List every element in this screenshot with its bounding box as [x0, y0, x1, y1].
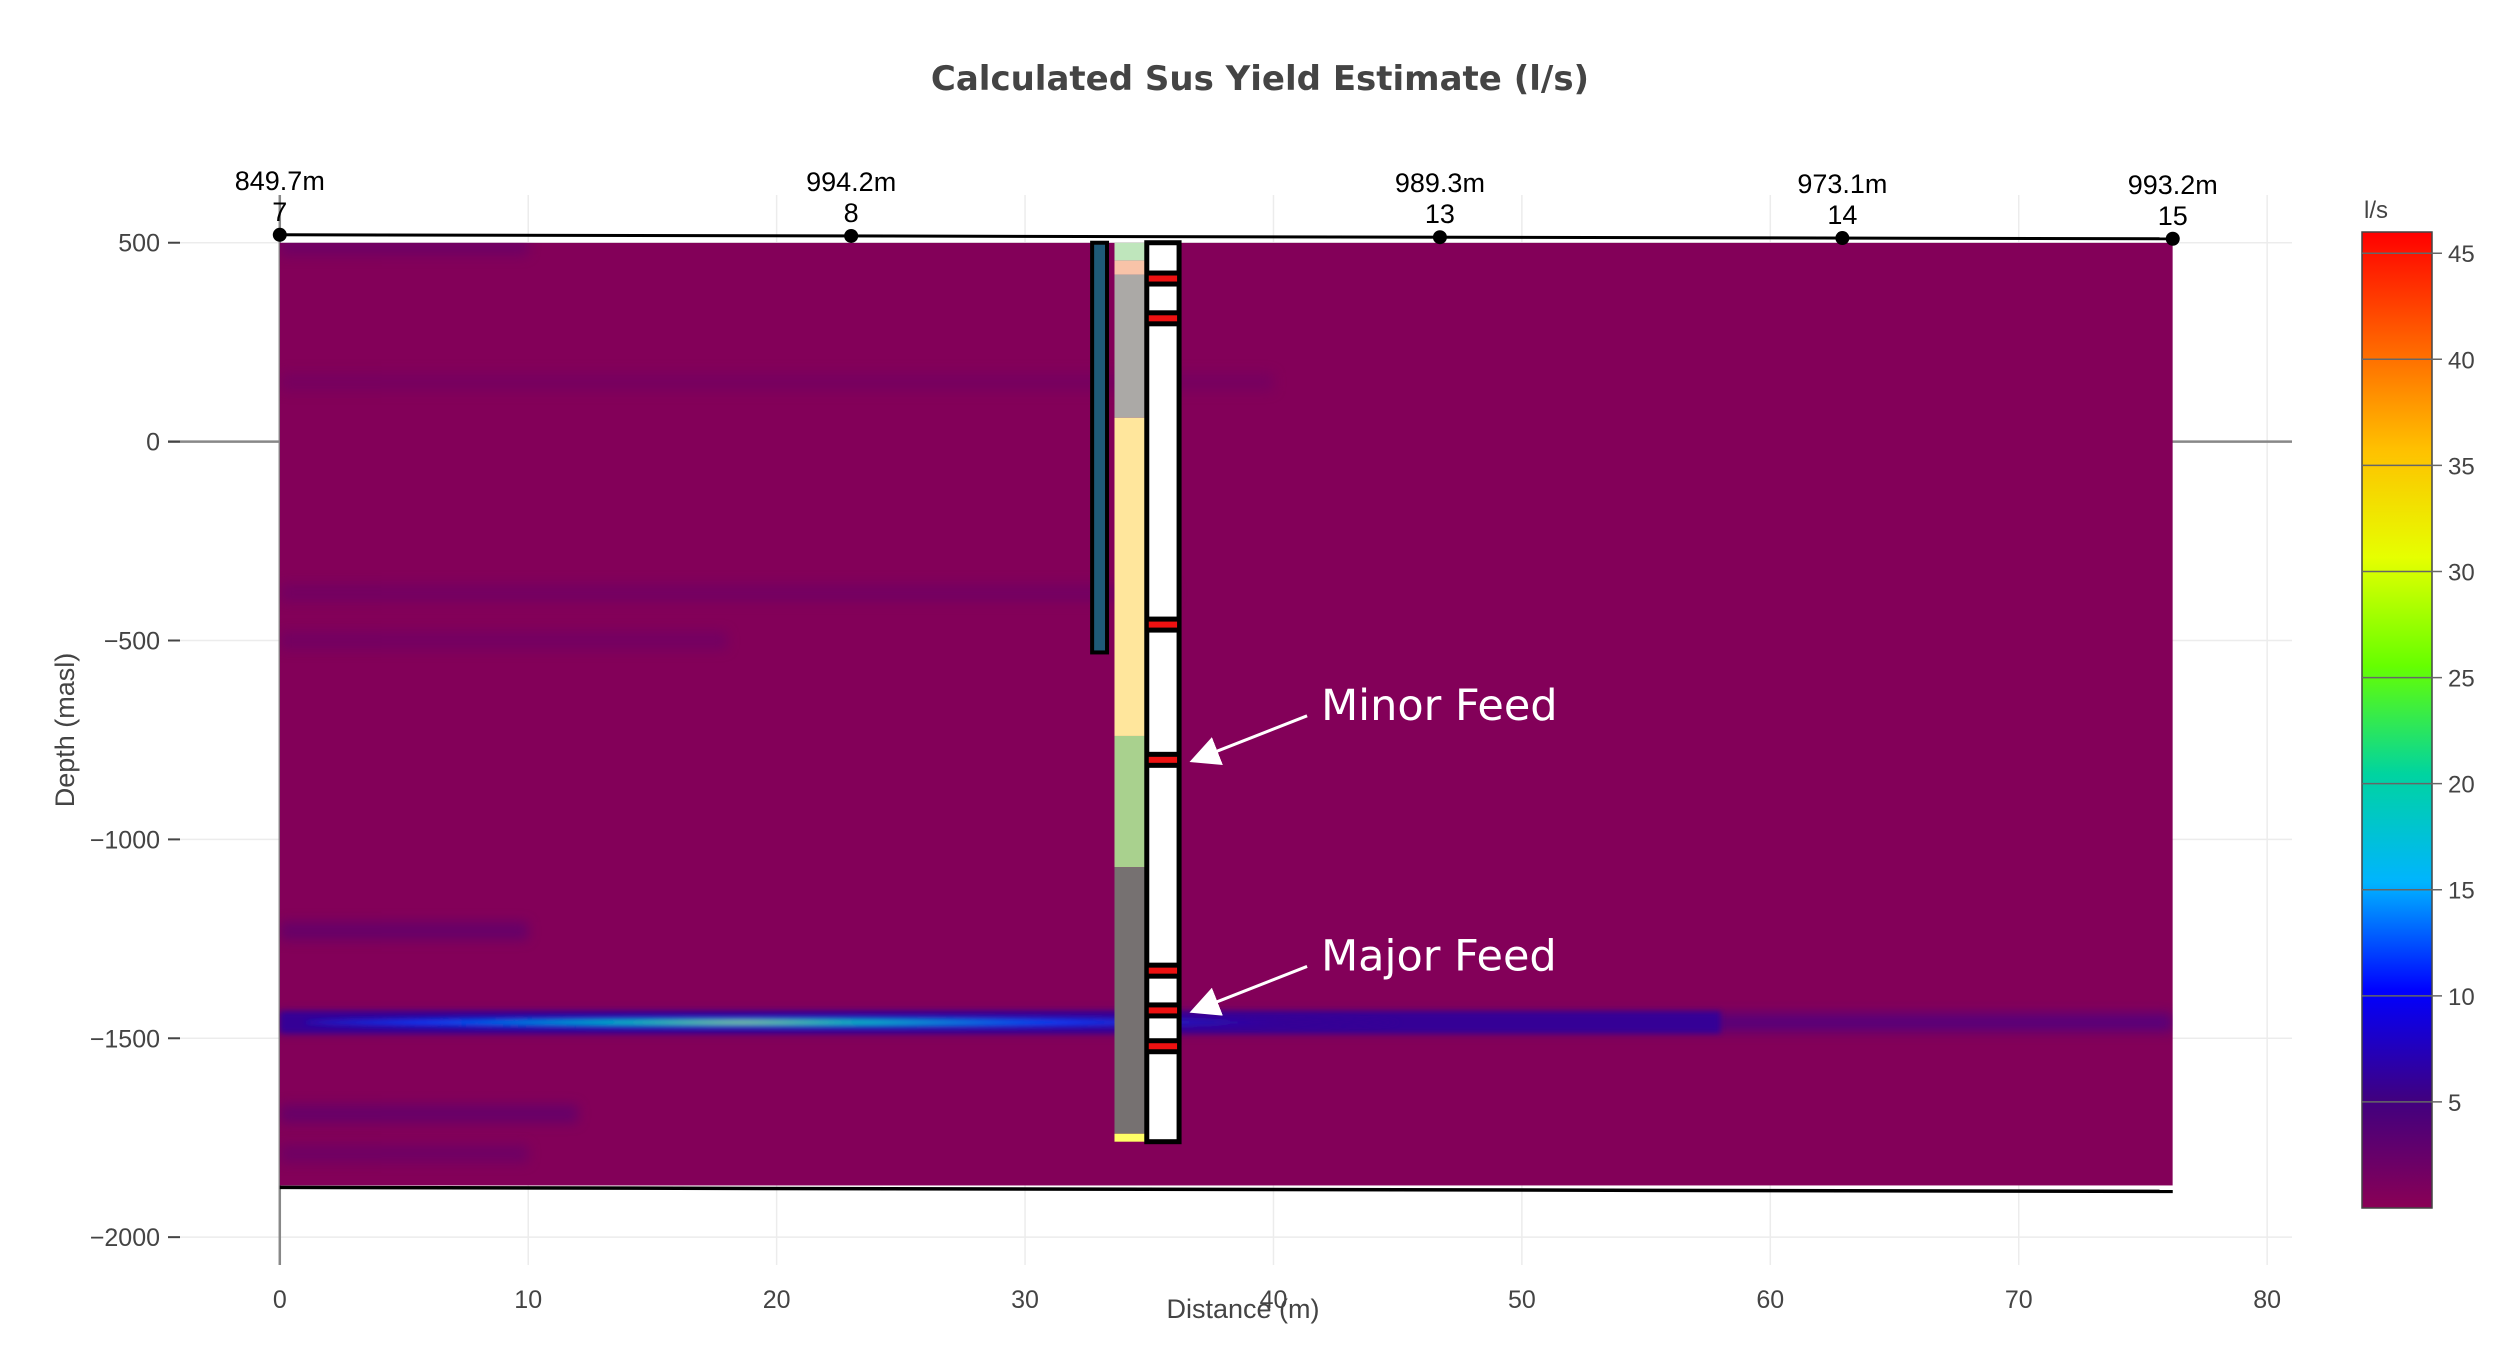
feed-zone-mark [1148, 1043, 1178, 1050]
colorbar-gradient [2361, 231, 2433, 1209]
x-tick-label: 0 [273, 1286, 287, 1314]
heatmap [279, 242, 2173, 1186]
colorbar-tick-label: 30 [2448, 559, 2475, 586]
well-marker [844, 228, 859, 243]
x-axis-label: Distance (m) [1166, 1294, 1319, 1324]
well-name-label: 7 [272, 197, 287, 227]
y-tick-label: 500 [118, 230, 160, 258]
wellbore [1144, 240, 1182, 1145]
lithology-layer [1114, 242, 1147, 261]
annotation-label: Minor Feed [1321, 681, 1558, 731]
colorbar-tick-label: 45 [2448, 241, 2475, 268]
well-elevation-label: 973.1m [1797, 169, 1887, 199]
well-elevation-label: 994.2m [806, 167, 896, 197]
well-elevation-label: 989.3m [1395, 168, 1485, 198]
colorbar-tick-label: 35 [2448, 453, 2475, 480]
heatmap-anomaly [279, 242, 529, 256]
x-tick-label: 70 [2005, 1286, 2033, 1314]
feed-zone-mark [1148, 621, 1178, 628]
colorbar-tick-label: 25 [2448, 666, 2475, 693]
well-name-label: 13 [1425, 199, 1455, 229]
well-name-label: 15 [2158, 201, 2188, 231]
feed-zone-mark [1148, 967, 1178, 974]
y-tick-label: −1500 [90, 1025, 160, 1053]
well-marker [2165, 231, 2180, 246]
colorbar-tick-label: 5 [2448, 1090, 2461, 1117]
lithology-layer [1114, 735, 1147, 868]
heatmap-anomaly [279, 1104, 578, 1123]
y-tick-label: 0 [146, 429, 160, 457]
well-name-label: 14 [1827, 200, 1857, 230]
colorbar: 5 10 15 20 25 30 35 40 45 l/s [2361, 197, 2475, 1209]
lithology-layer [1114, 867, 1147, 1134]
feed-zone-mark [1148, 756, 1178, 763]
colorbar-title: l/s [2364, 197, 2388, 224]
casing [1090, 240, 1110, 655]
well-marker [1835, 231, 1850, 246]
x-tick-label: 80 [2253, 1286, 2281, 1314]
x-tick-label: 30 [1011, 1286, 1039, 1314]
heatmap-anomaly [279, 1144, 529, 1163]
feed-zone-mark [1148, 275, 1178, 282]
well-section [1090, 240, 1182, 1145]
y-tick-label: −500 [104, 628, 160, 656]
annotation-arrow [1189, 714, 1308, 766]
lithology-layer [1114, 260, 1147, 275]
x-tick-label: 60 [1756, 1286, 1784, 1314]
feed-zone-mark [1148, 315, 1178, 322]
x-tick-label: 10 [514, 1286, 542, 1314]
y-tick-label: −1000 [90, 826, 160, 854]
major-band-peak [303, 1016, 1399, 1029]
x-axis: 0 10 20 30 40 50 60 70 80 [273, 1286, 2281, 1314]
annotation-arrow [1189, 965, 1308, 1016]
heatmap-anomaly [279, 921, 529, 940]
lithology-layer [1114, 1133, 1147, 1142]
x-tick-label: 40 [1260, 1286, 1288, 1314]
colorbar-tick-label: 40 [2448, 347, 2475, 374]
y-axis-label: Depth (masl) [50, 653, 80, 808]
colorbar-tick-label: 20 [2448, 772, 2475, 799]
heatmap-anomaly [279, 631, 727, 650]
x-tick-label: 50 [1508, 1286, 1536, 1314]
section-lines [279, 233, 2173, 1194]
y-tick-label: −2000 [90, 1224, 160, 1252]
top-line [279, 233, 2173, 241]
well-name-label: 8 [844, 198, 859, 228]
colorbar-tick-label: 10 [2448, 984, 2475, 1011]
lithology-layer [1114, 274, 1147, 418]
feed-zone-mark [1148, 1007, 1178, 1014]
heatmap-anomaly [279, 372, 1274, 391]
heatmap-anomaly [279, 583, 1175, 602]
annotations: Minor Feed Major Feed [1189, 681, 1558, 1016]
well-marker [272, 227, 287, 242]
x-tick-label: 20 [763, 1286, 791, 1314]
lithology-layer [1114, 417, 1147, 736]
colorbar-tick-label: 15 [2448, 878, 2475, 905]
bottom-line [279, 1185, 2173, 1194]
well-elevation-label: 993.2m [2128, 170, 2218, 200]
y-axis: 500 0 −500 −1000 −1500 −2000 [90, 230, 180, 1252]
well-marker [1432, 230, 1447, 245]
annotation-label: Major Feed [1321, 931, 1557, 981]
chart-title: Calculated Sus Yield Estimate (l/s) [931, 59, 1589, 99]
well-elevation-label: 849.7m [235, 166, 325, 196]
